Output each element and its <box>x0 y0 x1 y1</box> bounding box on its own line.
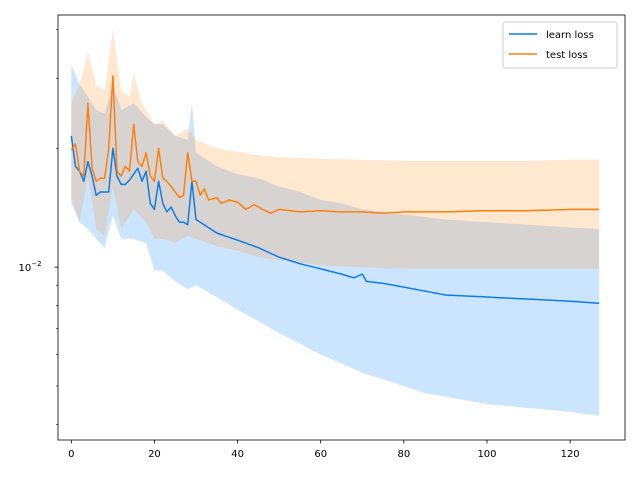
learn-loss-band <box>71 65 600 416</box>
test-loss-legend-label: test loss <box>546 50 588 61</box>
x-tick-label: 20 <box>148 449 161 460</box>
x-axis: 0 20 40 60 80 100 120 <box>68 440 580 460</box>
learn-loss-legend-label: learn loss <box>546 30 594 41</box>
test-loss-band <box>71 29 600 269</box>
x-tick-label: 40 <box>231 449 244 460</box>
confidence-bands <box>71 29 600 416</box>
plot-frame <box>57 14 626 441</box>
x-tick-label: 100 <box>477 449 496 460</box>
y-axis: 10−2 <box>18 29 58 425</box>
x-tick-label: 120 <box>561 449 580 460</box>
legend: learn loss test loss <box>502 21 618 69</box>
x-tick-label: 0 <box>68 449 74 460</box>
learn-loss-line <box>70 135 600 305</box>
series-lines <box>70 75 600 305</box>
legend-box <box>502 21 618 69</box>
y-tick-label: 10−2 <box>18 260 41 274</box>
x-tick-label: 80 <box>397 449 410 460</box>
x-tick-label: 60 <box>314 449 327 460</box>
test-loss-line <box>70 75 600 214</box>
